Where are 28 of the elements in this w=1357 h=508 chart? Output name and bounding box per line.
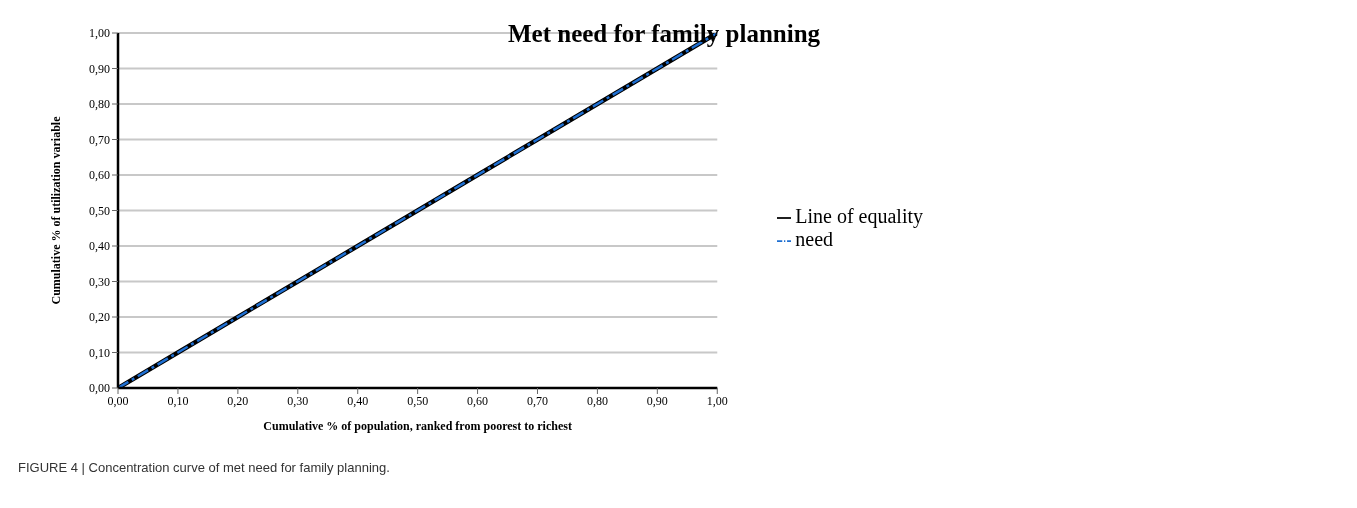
y-tick-label: 0,40: [89, 239, 110, 254]
x-tick-label: 0,80: [586, 393, 608, 408]
y-tick-label: 0,90: [89, 61, 110, 76]
y-tick-label: 0,30: [89, 274, 110, 289]
y-tick-label: 0,60: [89, 168, 110, 183]
x-tick-label: 0,70: [526, 393, 548, 408]
x-tick-label: 0,00: [107, 393, 129, 408]
x-tick-label: 0,40: [347, 393, 369, 408]
legend-label: Line of equality: [795, 205, 923, 227]
y-tick-label: 0,80: [89, 97, 110, 112]
x-tick-label: 0,90: [646, 393, 668, 408]
x-tick-label: 1,00: [706, 393, 728, 408]
x-axis-title: Cumulative % of population, ranked from poorest to richest: [263, 419, 572, 433]
legend-label: need: [795, 228, 834, 250]
y-axis-title: Cumulative % of utilization variable: [49, 115, 64, 305]
caption: FIGURE 4 | Concentration curve of met need for family planning.: [18, 460, 390, 475]
x-tick-label: 0,50: [407, 393, 429, 408]
x-tick-label: 0,60: [467, 393, 489, 408]
y-tick-label: 0,20: [89, 310, 110, 325]
y-tick-label: 0,10: [89, 345, 110, 360]
y-tick-label: 1,00: [89, 26, 110, 41]
y-tick-label: 0,70: [89, 132, 110, 147]
y-tick-label: 0,50: [89, 203, 110, 218]
chart-title: Met need for family planning: [508, 20, 821, 48]
y-tick-label: 0,00: [89, 381, 110, 396]
x-tick-label: 0,30: [287, 393, 309, 408]
x-tick-label: 0,20: [227, 393, 249, 408]
x-tick-label: 0,10: [167, 393, 189, 408]
